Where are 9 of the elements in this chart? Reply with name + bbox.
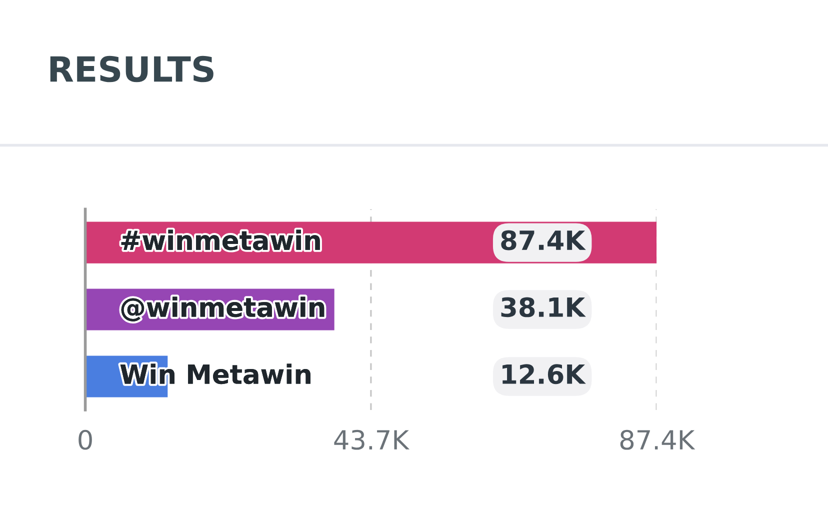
y-tick-label: #winmetawin xyxy=(121,230,320,250)
data-label: 38.1K xyxy=(501,297,586,318)
chart-title: RESULTS xyxy=(50,56,214,82)
y-tick-label: @winmetawin xyxy=(121,296,324,322)
x-tick-label: 87.4K xyxy=(620,430,696,450)
data-label: 87.4K xyxy=(501,230,586,250)
data-label: 12.6K xyxy=(502,364,586,384)
x-tick-label: 43.7K xyxy=(334,430,410,450)
x-tick-label: 0 xyxy=(78,430,92,450)
